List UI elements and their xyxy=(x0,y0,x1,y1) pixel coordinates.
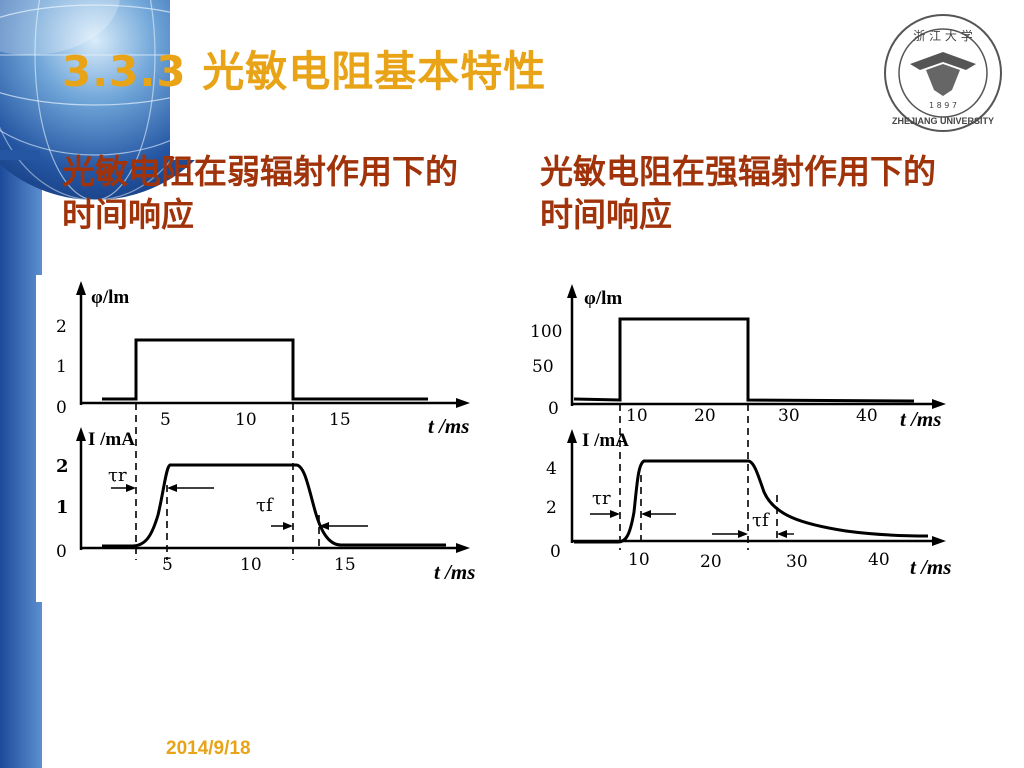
university-logo: 浙 江 大 学 1 8 9 7 ZHEJIANG UNIVERSITY xyxy=(884,14,1002,132)
t-tick-top-20: 20 xyxy=(694,406,716,426)
right-chart-svg: φ/lm 100 50 0 10 20 30 40 t /ms I /mA 4 … xyxy=(530,284,951,579)
tau-r-label: τr xyxy=(592,488,611,509)
current-response xyxy=(574,459,929,544)
i-axis-label: I /mA xyxy=(88,429,135,450)
phi-axis-arrow xyxy=(567,284,577,298)
light-pulse xyxy=(102,338,428,401)
tau-f-label: τf xyxy=(256,495,274,516)
eagle-icon xyxy=(910,52,976,70)
logo-year: 1 8 9 7 xyxy=(929,101,957,110)
phi-axis-label: φ/lm xyxy=(584,288,622,309)
tau-r-label: τr xyxy=(108,465,127,486)
i-tick-1: 1 xyxy=(56,497,69,518)
t-tick-top-30: 30 xyxy=(778,406,800,426)
t-axis-bottom-arrow xyxy=(456,543,470,553)
phi-tick-2: 2 xyxy=(56,317,67,337)
t-axis-bottom-label: t /ms xyxy=(910,555,951,579)
left-subtitle: 光敏电阻在弱辐射作用下的时间响应 xyxy=(62,152,458,234)
phi-axis-label: φ/lm xyxy=(91,287,129,308)
t-tick-bottom-5: 5 xyxy=(162,555,173,575)
t-tick-bottom-30: 30 xyxy=(786,552,808,572)
phi-tick-1: 1 xyxy=(56,357,67,377)
t-tick-top-10: 10 xyxy=(626,406,648,426)
left-chart-svg: φ/lm 2 1 0 5 10 15 t /ms I /mA 2 1 0 5 1… xyxy=(56,281,475,584)
right-subtitle: 光敏电阻在强辐射作用下的时间响应 xyxy=(540,152,936,234)
i-axis-arrow xyxy=(76,427,86,441)
phi-tick-100: 100 xyxy=(530,322,562,342)
i-tick-4: 4 xyxy=(546,459,557,479)
current-response xyxy=(102,463,446,548)
right-chart: φ/lm 100 50 0 10 20 30 40 t /ms I /mA 4 … xyxy=(526,280,966,580)
sidebar-stripe xyxy=(0,150,42,768)
t-tick-bottom-10: 10 xyxy=(628,550,650,570)
i-tick-0: 0 xyxy=(550,542,561,562)
t-axis-top-label: t /ms xyxy=(428,414,469,438)
phi-tick-0: 0 xyxy=(548,399,559,419)
phi-axis-arrow xyxy=(76,281,86,295)
t-axis-bottom-arrow xyxy=(932,536,946,546)
t-axis-bottom-label: t /ms xyxy=(434,560,475,584)
i-axis-arrow xyxy=(567,429,577,443)
left-chart: φ/lm 2 1 0 5 10 15 t /ms I /mA 2 1 0 5 1… xyxy=(36,275,518,602)
tau-f-label: τf xyxy=(752,510,770,531)
t-tick-top-40: 40 xyxy=(856,406,878,426)
t-tick-bottom-10: 10 xyxy=(240,555,262,575)
i-axis-label: I /mA xyxy=(582,430,629,451)
t-axis-top-arrow xyxy=(932,399,946,409)
t-tick-top-15: 15 xyxy=(329,410,351,430)
t-tick-top-5: 5 xyxy=(160,410,171,430)
slide-date: 2014/9/18 xyxy=(166,738,251,759)
light-pulse xyxy=(573,317,915,403)
logo-chinese-text: 浙 江 大 学 xyxy=(913,28,972,43)
phi-tick-50: 50 xyxy=(532,357,554,377)
i-tick-2: 2 xyxy=(56,456,69,477)
t-tick-bottom-40: 40 xyxy=(868,550,890,570)
i-tick-0: 0 xyxy=(56,542,67,562)
t-axis-top-arrow xyxy=(456,398,470,408)
t-axis-top-label: t /ms xyxy=(900,407,941,431)
slide-title: 3.3.3 光敏电阻基本特性 xyxy=(62,47,547,96)
phi-tick-0: 0 xyxy=(56,398,67,418)
t-tick-top-10: 10 xyxy=(235,410,257,430)
logo-english-text: ZHEJIANG UNIVERSITY xyxy=(892,116,994,126)
t-tick-bottom-20: 20 xyxy=(700,552,722,572)
i-tick-2: 2 xyxy=(546,498,557,518)
t-tick-bottom-15: 15 xyxy=(334,555,356,575)
